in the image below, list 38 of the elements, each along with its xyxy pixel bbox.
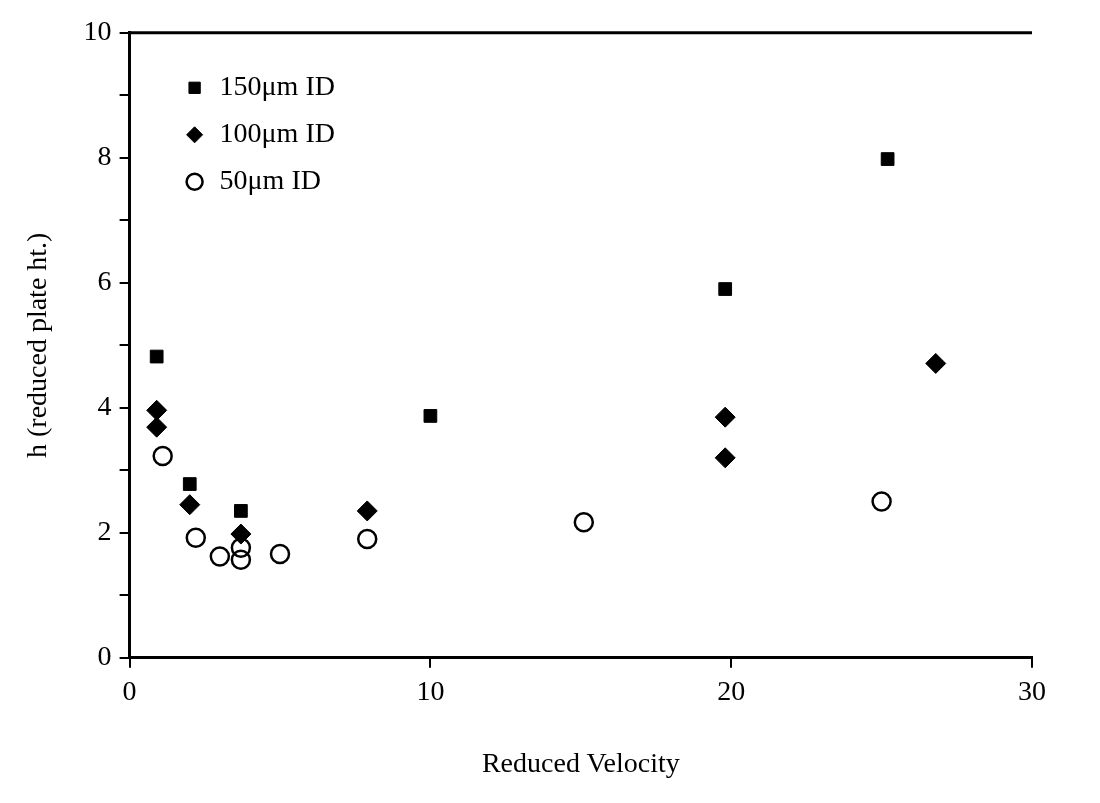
point [209, 546, 231, 567]
x-tick-label: 20 [717, 674, 746, 706]
y-tick-label: 2 [97, 515, 112, 547]
point [182, 477, 197, 491]
y-tick-label: 0 [97, 640, 112, 672]
point [925, 352, 947, 374]
legend-label: 50μm ID [219, 164, 321, 196]
point [149, 349, 164, 364]
x-tick-label: 10 [416, 674, 445, 706]
point [230, 537, 252, 559]
point [179, 494, 201, 516]
x-axis-title: Reduced Velocity [481, 746, 680, 778]
y-tick-label: 6 [97, 265, 112, 297]
legend-label: 150μm ID [219, 70, 335, 102]
y-axis-title: h (reduced plate ht.) [21, 232, 53, 459]
point [880, 152, 895, 166]
point [714, 406, 736, 428]
legend-label: 100μm ID [219, 117, 335, 149]
point [146, 416, 168, 438]
point [230, 523, 252, 545]
point [234, 504, 248, 518]
point [423, 409, 438, 423]
point [718, 282, 733, 296]
x-tick-label: 30 [1018, 674, 1046, 706]
point [269, 543, 291, 565]
point [146, 399, 168, 421]
y-tick-label: 4 [97, 390, 112, 422]
point [871, 491, 892, 512]
point [714, 447, 736, 469]
x-tick-label: 0 [122, 674, 137, 706]
point [573, 511, 595, 533]
point [230, 549, 252, 570]
y-tick-label: 10 [83, 15, 112, 47]
y-tick-label: 8 [97, 140, 112, 172]
point [356, 528, 378, 550]
point [185, 527, 207, 549]
point [152, 445, 173, 467]
point [356, 500, 378, 522]
